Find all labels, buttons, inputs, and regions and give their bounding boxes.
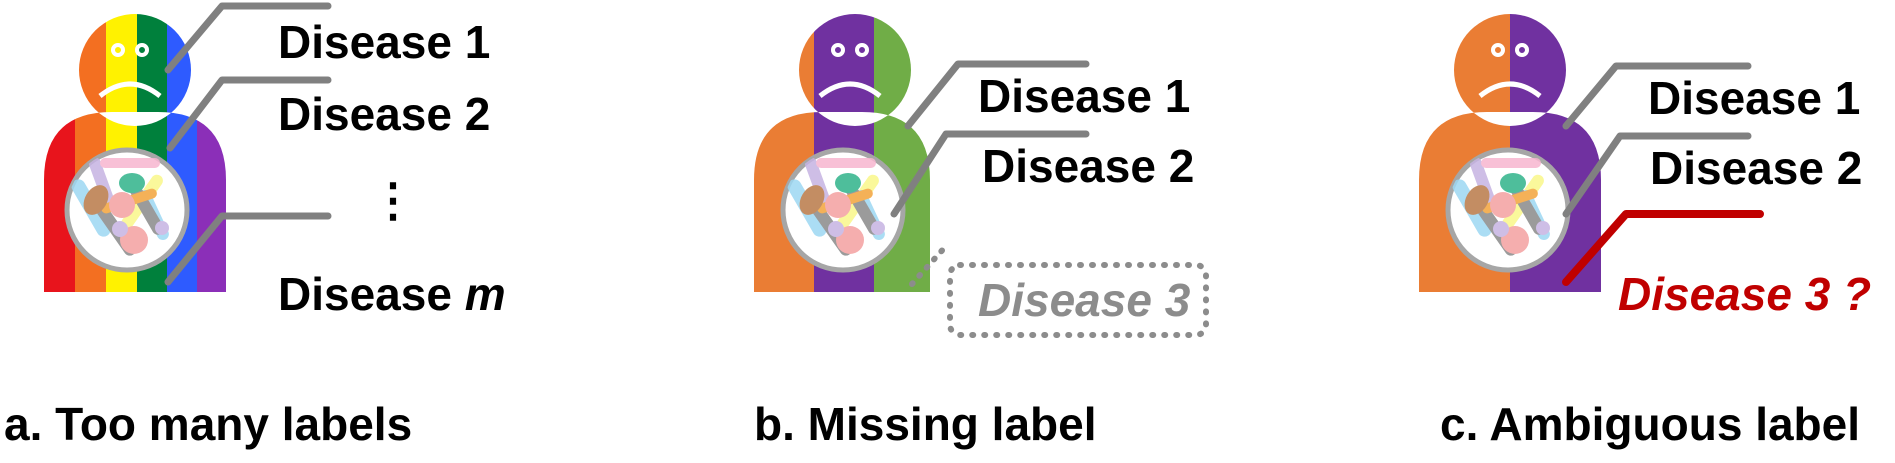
disease-label: Disease 1 [978, 70, 1190, 122]
missing-leader-line [909, 243, 949, 287]
disease-label-prefix: Disease [278, 268, 465, 320]
missing-label-box [947, 262, 1209, 338]
ambiguous-leader-line [1562, 210, 1764, 286]
rainbow-stripe [197, 14, 226, 292]
ambiguous-disease-label: Disease 3 ? [1618, 268, 1871, 320]
sad-face [1478, 43, 1542, 98]
microbiome-lens [780, 147, 906, 273]
panel-caption: b. Missing label [754, 398, 1097, 450]
disease-label-m: m [465, 268, 506, 320]
missing-disease-label: Disease 3 [978, 274, 1191, 326]
sad-face [818, 43, 882, 98]
disease-label: Disease 2 [278, 88, 490, 140]
disease-label: Disease 2 [1650, 142, 1862, 194]
leader-lines [890, 60, 1090, 218]
disease-label: Disease m [278, 268, 506, 320]
disease-label: Disease 1 [1648, 72, 1860, 124]
microbiome-lens [64, 147, 190, 273]
panel-caption: c. Ambiguous label [1440, 398, 1860, 450]
leader-lines [1562, 62, 1752, 218]
panel-b: Disease 1 Disease 2 Disease 3 b. Missing… [754, 14, 1209, 450]
sad-face [98, 43, 162, 98]
leader-lines [164, 2, 332, 286]
panel-caption: a. Too many labels [4, 398, 412, 450]
rainbow-stripe [44, 14, 75, 292]
microbiome-lens [1445, 147, 1571, 273]
panel-c: Disease 1 Disease 2 Disease 3 ? c. Ambig… [1419, 14, 1871, 450]
panel-a: Disease 1 Disease 2 ⋮ Disease m a. Too m… [4, 2, 506, 450]
disease-label: Disease 1 [278, 16, 490, 68]
disease-label: Disease 2 [982, 140, 1194, 192]
ellipsis-vertical: ⋮ [370, 174, 416, 226]
